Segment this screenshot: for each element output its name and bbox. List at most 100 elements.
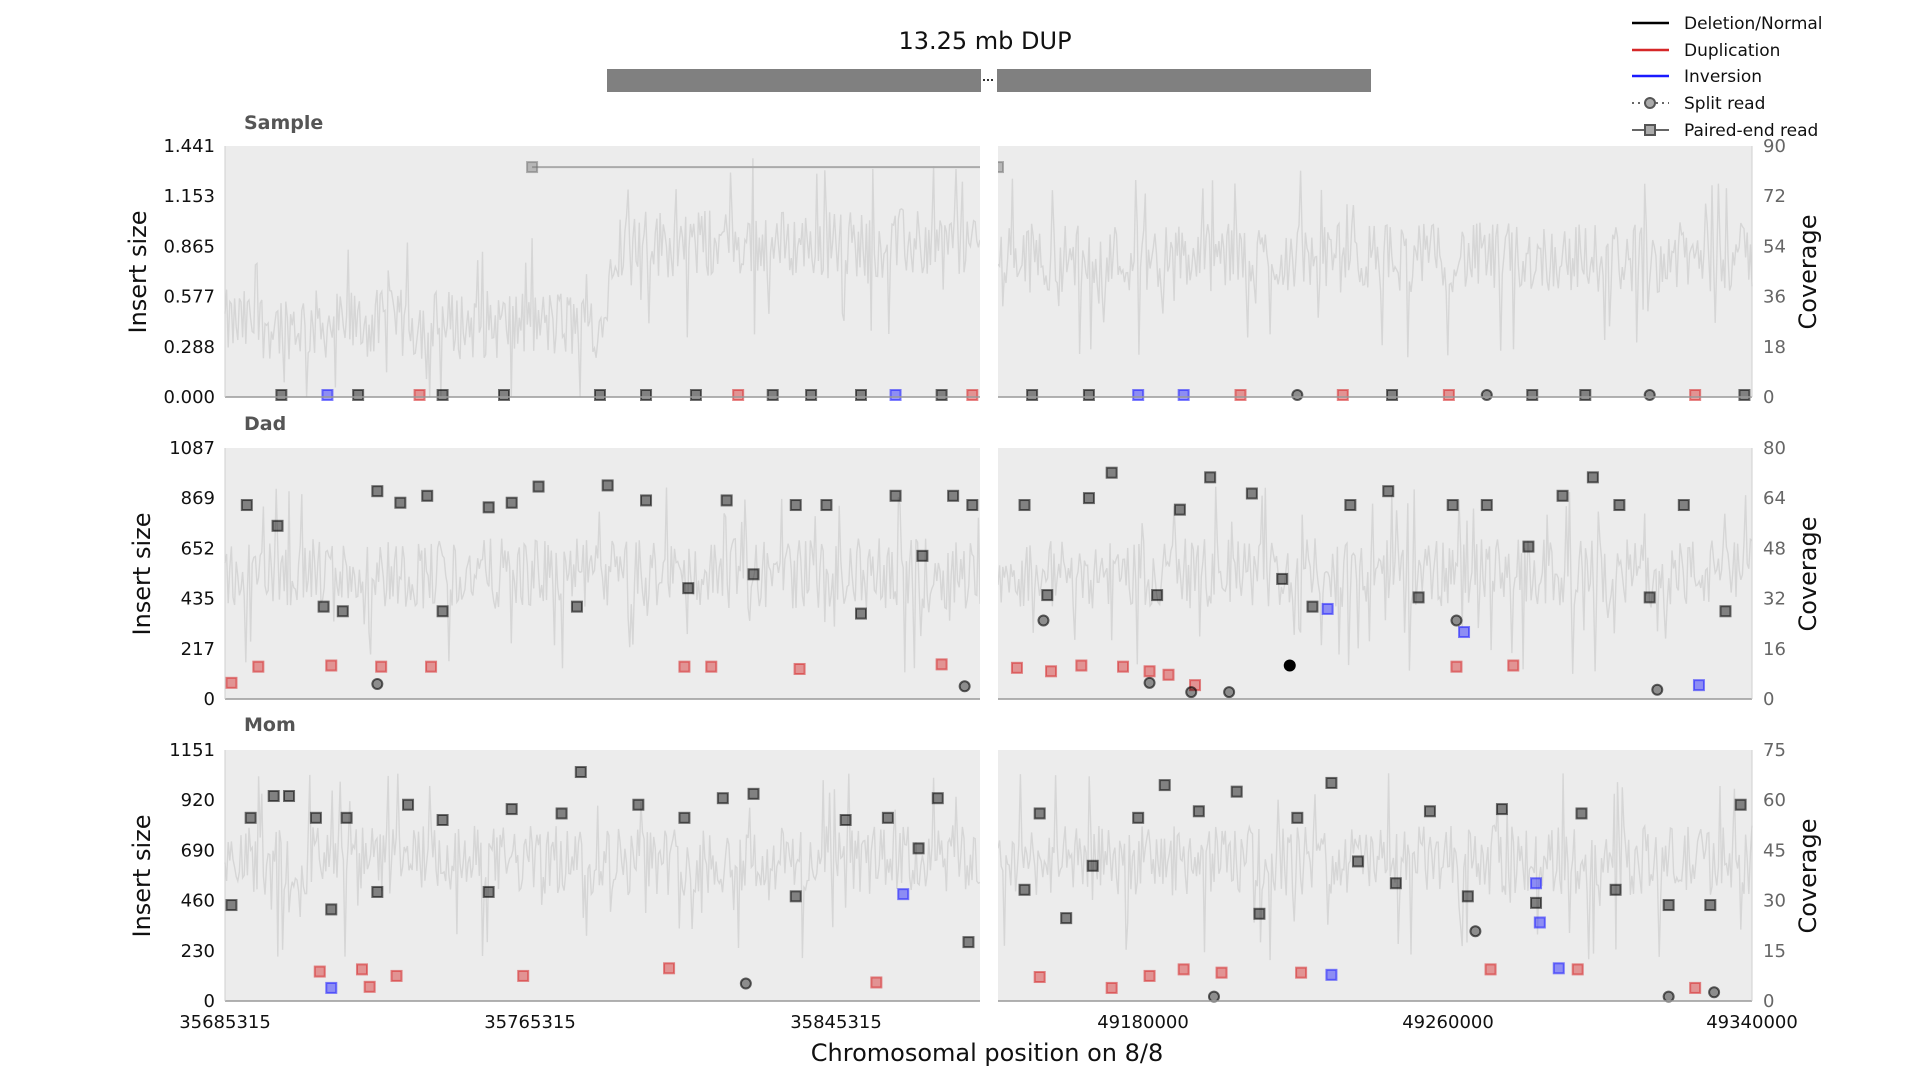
y-tick-label: 0 bbox=[204, 689, 215, 710]
paired-end-read-point bbox=[363, 980, 376, 993]
coverage-trace bbox=[997, 773, 1753, 961]
paired-end-read-point bbox=[705, 660, 718, 673]
paired-end-read-point bbox=[555, 807, 568, 820]
paired-end-read-point bbox=[1132, 389, 1145, 401]
paired-end-read-point bbox=[532, 480, 545, 493]
paired-end-read-point bbox=[1689, 389, 1702, 401]
paired-end-read-point bbox=[371, 485, 384, 498]
paired-end-read-point bbox=[1507, 659, 1520, 672]
paired-end-read-point bbox=[1151, 589, 1164, 602]
paired-end-read-point bbox=[425, 660, 438, 673]
y2-tick-label: 80 bbox=[1763, 438, 1786, 459]
paired-end-read-point bbox=[1450, 660, 1463, 673]
paired-end-read-point bbox=[1386, 389, 1399, 401]
x-tick-label: 49180000 bbox=[1097, 1012, 1189, 1033]
y2-tick-label: 60 bbox=[1763, 790, 1786, 811]
paired-end-read-point bbox=[881, 811, 894, 824]
paired-end-read-point bbox=[789, 499, 802, 512]
paired-end-read-point bbox=[1325, 776, 1338, 789]
legend-entry-inversion: Inversion bbox=[1632, 67, 1762, 87]
paired-end-read-point bbox=[1446, 499, 1459, 512]
y2-tick-label: 0 bbox=[1763, 689, 1774, 710]
paired-end-read-point bbox=[313, 965, 326, 978]
y-axis-label-dad: Insert size bbox=[128, 513, 156, 636]
paired-end-read-point bbox=[402, 798, 415, 811]
coverage-trace bbox=[997, 170, 1753, 358]
paired-end-read-point bbox=[678, 811, 691, 824]
paired-end-read-point bbox=[870, 976, 883, 989]
paired-end-read-point bbox=[1643, 591, 1656, 604]
paired-end-read-point bbox=[747, 787, 760, 800]
segment-gap bbox=[980, 144, 998, 399]
paired-end-read-point bbox=[340, 811, 353, 824]
paired-end-read-point bbox=[1045, 665, 1058, 678]
paired-end-read-point bbox=[505, 496, 518, 509]
paired-end-read-point bbox=[1677, 499, 1690, 512]
split-read-point bbox=[1185, 686, 1198, 699]
paired-end-read-point bbox=[1734, 798, 1747, 811]
paired-end-read-point bbox=[225, 676, 238, 689]
paired-end-read-point bbox=[793, 662, 806, 675]
legend-label-paired-end-read: Paired-end read bbox=[1684, 121, 1818, 141]
paired-end-read-point bbox=[325, 981, 338, 994]
panel-dad: Dad 0 217 435 652 869 1087 0 16 32 48 64 80 Insert … bbox=[128, 413, 1822, 710]
paired-end-read-point bbox=[1325, 968, 1338, 981]
paired-end-read-point bbox=[1082, 492, 1095, 505]
paired-end-read-point bbox=[1321, 602, 1334, 615]
split-read-point bbox=[1708, 986, 1721, 999]
y-tick-label: 217 bbox=[181, 639, 215, 660]
paired-end-read-point bbox=[325, 903, 338, 916]
y2-tick-label: 0 bbox=[1763, 387, 1774, 408]
paired-end-read-point bbox=[1018, 883, 1031, 896]
paired-end-read-point bbox=[678, 660, 691, 673]
plot-area-left bbox=[225, 146, 980, 397]
split-read-point bbox=[1143, 676, 1156, 689]
paired-end-read-point bbox=[1662, 899, 1675, 912]
y-tick-label: 652 bbox=[181, 538, 215, 559]
y-tick-label: 435 bbox=[181, 589, 215, 610]
paired-end-read-point bbox=[1579, 389, 1592, 401]
paired-end-read-point bbox=[966, 499, 979, 512]
y2-tick-label: 54 bbox=[1763, 236, 1786, 257]
legend-label-split-read: Split read bbox=[1684, 94, 1765, 114]
paired-end-read-point bbox=[1458, 626, 1471, 639]
paired-end-read-point bbox=[966, 389, 979, 401]
paired-end-read-point bbox=[352, 389, 365, 401]
paired-end-read-point bbox=[1692, 679, 1705, 692]
variant-bar-left bbox=[607, 69, 981, 92]
paired-end-read-point bbox=[663, 962, 676, 975]
y2-tick-label: 72 bbox=[1763, 186, 1786, 207]
paired-end-read-point bbox=[252, 660, 265, 673]
split-read-point bbox=[1223, 686, 1236, 699]
legend: Deletion/Normal Duplication Inversion Sp… bbox=[1632, 14, 1823, 141]
variant-bar-right bbox=[997, 69, 1371, 92]
paired-end-read-point bbox=[1177, 963, 1190, 976]
split-read-point bbox=[1469, 925, 1482, 938]
paired-end-read-point bbox=[1336, 389, 1349, 401]
y-tick-label: 920 bbox=[181, 790, 215, 811]
paired-end-read-point bbox=[1522, 540, 1535, 553]
paired-end-read-point bbox=[1495, 803, 1508, 816]
paired-end-read-point bbox=[436, 814, 449, 827]
paired-end-read-point bbox=[1018, 499, 1031, 512]
legend-entry-duplication: Duplication bbox=[1632, 41, 1780, 61]
paired-end-read-point bbox=[747, 568, 760, 581]
paired-end-read-point bbox=[1552, 962, 1565, 975]
paired-end-read-point bbox=[321, 389, 334, 401]
paired-end-read-point bbox=[1173, 503, 1186, 516]
paired-end-read-point bbox=[1704, 899, 1717, 912]
paired-end-read-point bbox=[1556, 489, 1569, 502]
paired-end-read-point bbox=[1177, 389, 1190, 401]
paired-end-read-point bbox=[498, 389, 511, 401]
paired-end-read-point bbox=[912, 842, 925, 855]
y-tick-label: 1.153 bbox=[163, 186, 215, 207]
split-read-point bbox=[1291, 389, 1304, 401]
x-tick-label: 35765315 bbox=[484, 1012, 576, 1033]
x-axis-label: Chromosomal position on 8/8 bbox=[811, 1039, 1163, 1067]
paired-end-read-point bbox=[267, 790, 280, 803]
split-read-point bbox=[958, 680, 971, 693]
paired-end-read-point bbox=[1461, 890, 1474, 903]
y2-tick-label: 48 bbox=[1763, 538, 1786, 559]
y2-tick-label: 18 bbox=[1763, 337, 1786, 358]
paired-end-read-point bbox=[789, 890, 802, 903]
